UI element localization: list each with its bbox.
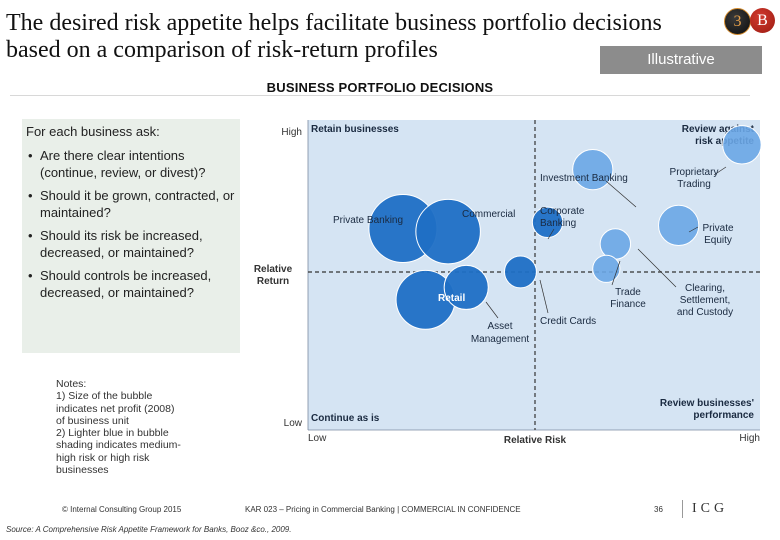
bubble-group (368, 125, 762, 330)
y-tick-high: High (281, 127, 302, 138)
bubble-label-clearing-line-3: and Custody (677, 307, 733, 318)
bubble-label-clearing-line-2: Settlement, (680, 295, 731, 306)
y-axis-label-line-1: Relative (254, 264, 293, 275)
bubble-label-trade-line-1: Trade (615, 287, 641, 298)
bubble-asset-management (443, 264, 489, 310)
bubble-credit-cards (503, 255, 537, 289)
section-divider (10, 95, 750, 96)
bubble-label-corporate-line-2: Banking (540, 218, 576, 229)
ask-intro: For each business ask: (26, 124, 160, 139)
bullet-icon: • (28, 188, 33, 203)
note-item: 1) Size of the bubble indicates net prof… (56, 390, 175, 427)
bubble-label-investment-banking: Investment Banking (540, 173, 628, 184)
x-tick-low: Low (308, 433, 327, 444)
quadrant-label-bottom-right: Review businesses' performance (660, 398, 755, 421)
bubble-label-private-banking: Private Banking (333, 215, 403, 226)
bullet-icon: • (28, 228, 33, 243)
bubble-label-private-line-2: Equity (704, 235, 732, 246)
bubble-trade-finance (599, 228, 632, 260)
bubble-label-proprietary-line-2: Trading (677, 179, 711, 190)
x-axis-label: Relative Risk (504, 435, 567, 446)
note-item: 2) Lighter blue in bubble shading indica… (56, 427, 181, 477)
leader-line-credit-cards (539, 279, 549, 314)
footer-page-number: 36 (654, 505, 663, 514)
bubble-label-proprietary-line-1: Proprietary (670, 167, 719, 178)
ask-question: • Should controls be increased, decreased… (28, 268, 212, 300)
bubble-label-private-line-1: Private (702, 223, 734, 234)
bubble-private-equity (658, 204, 700, 247)
slide-title: The desired risk appetite helps facilita… (6, 10, 686, 64)
risk-return-bubble-chart: High Low Low High Relative Risk Relative… (254, 120, 762, 446)
bubble-label-clearing-line-1: Clearing, (685, 283, 725, 294)
chart-notes: Notes: 1) Size of the bubble indicates n… (56, 378, 231, 476)
footer-logo: ICG (682, 500, 737, 518)
leader-line-clearing (637, 248, 677, 288)
slide-title-line-2: based on a comparison of risk-return pro… (6, 37, 438, 63)
quadrant-label-top-left: Retain businesses (311, 124, 399, 135)
leader-line-private-equity (688, 226, 699, 233)
ask-question: • Are there clear intentions (continue, r… (28, 148, 206, 180)
bullet-icon: • (28, 148, 33, 163)
ask-panel: For each business ask: • Are there clear … (22, 119, 240, 353)
section-title: BUSINESS PORTFOLIO DECISIONS (266, 80, 494, 95)
bullet-icon: • (28, 268, 33, 283)
footer-document: KAR 023 – Pricing in Commercial Banking … (245, 505, 521, 514)
bubble-label-retail: Retail (438, 293, 465, 304)
ask-question: • Should its risk be increased, decreased… (28, 228, 203, 260)
bubble-clearing-settlement-and-custody (592, 254, 621, 283)
bubble-commercial (415, 198, 481, 265)
leader-line-asset-management (485, 301, 499, 319)
section-badge-letter: B (750, 8, 775, 33)
notes-heading: Notes: (56, 378, 87, 390)
bubble-investment-banking (572, 148, 614, 191)
leader-line-corporate-banking (547, 228, 555, 240)
quadrant-label-bottom-left: Continue as is (311, 413, 380, 424)
bubble-label-commercial: Commercial (462, 209, 515, 220)
source-note: Source: A Comprehensive Risk Appetite Fr… (6, 525, 292, 534)
ask-question: • Should it be grown, contracted, or main… (28, 188, 235, 220)
leader-line-trade-finance (611, 260, 621, 286)
illustrative-tag: Illustrative (600, 46, 762, 74)
bubble-label-credit-cards: Credit Cards (540, 316, 596, 327)
section-badge-number: 3 (724, 8, 751, 35)
bubble-label-corporate-line-1: Corporate (540, 206, 585, 217)
y-tick-low: Low (284, 418, 303, 429)
ask-question-list: • Are there clear intentions (continue, r… (22, 147, 242, 307)
leader-line-investment-banking (605, 180, 637, 208)
footer-copyright: © Internal Consulting Group 2015 (62, 505, 182, 514)
bubble-leader-lines (485, 166, 727, 319)
x-tick-high: High (739, 433, 760, 444)
bubble-corporate-banking (531, 206, 564, 239)
leader-line-proprietary-trading (713, 166, 727, 176)
y-axis-label-line-2: Return (257, 276, 289, 287)
bubble-label-asset-line-1: Asset (487, 321, 512, 332)
bubble-label-trade-line-2: Finance (610, 299, 646, 310)
bubble-label-asset-line-2: Management (471, 334, 530, 345)
slide-title-line-1: The desired risk appetite helps facilita… (6, 10, 662, 36)
bubble-proprietary-trading (722, 125, 762, 165)
